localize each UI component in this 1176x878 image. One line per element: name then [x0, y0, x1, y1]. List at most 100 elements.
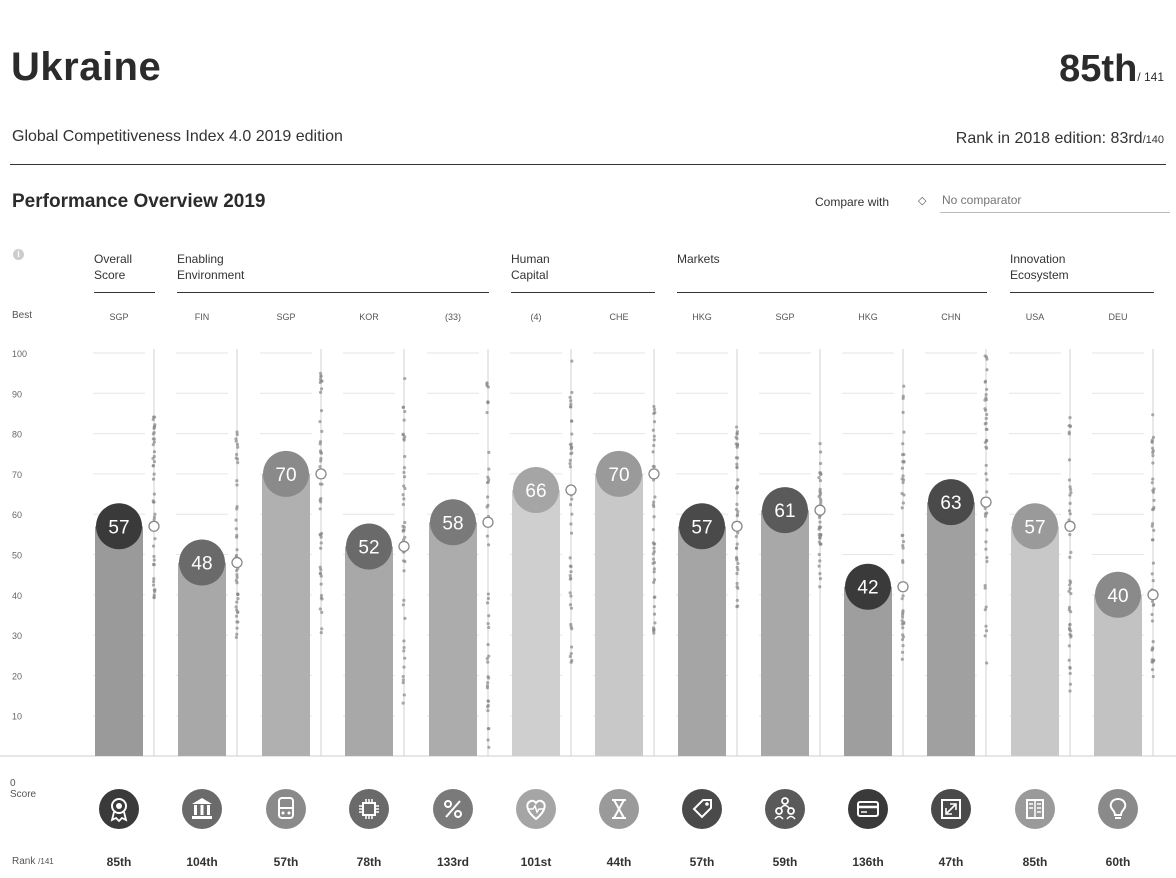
distribution-dot [983, 512, 988, 516]
distribution-dot [1069, 635, 1073, 639]
distribution-dot [569, 594, 573, 598]
product-market-tag-icon[interactable] [682, 789, 722, 829]
pillar-rank: 47th [938, 855, 964, 869]
country-marker [1147, 589, 1159, 601]
distribution-dot [1150, 599, 1155, 604]
distribution-dot [402, 665, 406, 669]
distribution-dot [818, 442, 822, 446]
distribution-dot [652, 500, 656, 504]
distribution-dot [984, 392, 988, 397]
distribution-dot [1067, 608, 1071, 612]
distribution-dot [1150, 619, 1155, 623]
distribution-dot [900, 597, 904, 601]
distribution-dot [234, 635, 238, 639]
institution-building-icon[interactable] [182, 789, 222, 829]
distribution-dot [402, 639, 406, 643]
score-value-label: 70 [275, 465, 296, 486]
distribution-dot [1151, 477, 1155, 481]
comparator-input[interactable] [940, 188, 1170, 213]
distribution-dot [235, 573, 239, 577]
percent-macro-icon[interactable] [433, 789, 473, 829]
distribution-dot [984, 472, 988, 476]
distribution-dot [486, 475, 490, 479]
distribution-dot [235, 430, 239, 434]
distribution-dot [236, 445, 240, 449]
distribution-dot [318, 371, 323, 376]
previous-rank: Rank in 2018 edition: 83rd/140 [956, 130, 1164, 148]
distribution-dot [403, 409, 407, 414]
health-heart-icon[interactable] [516, 789, 556, 829]
distribution-dot [485, 601, 490, 605]
distribution-dot [152, 562, 156, 567]
distribution-dot [1068, 533, 1072, 537]
distribution-dot [652, 443, 656, 448]
ict-chip-icon[interactable] [349, 789, 389, 829]
business-dynamism-icon[interactable] [1015, 789, 1055, 829]
best-country-label: CHN [941, 312, 961, 322]
pillar-group-label: Overall Score [94, 252, 133, 282]
distribution-dot [570, 359, 574, 363]
distribution-dot [235, 535, 239, 539]
distribution-dot [401, 432, 405, 436]
distribution-dot [901, 396, 905, 400]
distribution-dot [319, 568, 323, 572]
distribution-dot [1150, 522, 1155, 526]
skills-icon[interactable] [599, 789, 639, 829]
distribution-dot [901, 546, 905, 550]
distribution-dot [1150, 440, 1154, 444]
pillar-rank: 78th [356, 855, 382, 869]
distribution-dot [318, 440, 323, 444]
distribution-dot [487, 614, 491, 618]
performance-overview-title: Performance Overview 2019 [12, 191, 266, 212]
distribution-dot [1150, 572, 1154, 576]
distribution-dot [901, 442, 905, 446]
distribution-dot [1069, 487, 1073, 491]
distribution-dot [568, 556, 572, 560]
distribution-dot [985, 661, 989, 665]
award-icon[interactable] [99, 789, 139, 829]
distribution-dot [984, 547, 988, 551]
score-bubble [346, 523, 392, 570]
best-label: Best [12, 310, 33, 321]
financial-card-icon[interactable] [848, 789, 888, 829]
distribution-dot [1150, 524, 1154, 528]
country-marker [565, 484, 577, 496]
distribution-dot [652, 570, 656, 574]
distribution-dot [1067, 627, 1072, 632]
distribution-dot [902, 493, 906, 497]
distribution-dot [1068, 424, 1072, 428]
best-country-label: DEU [1108, 312, 1127, 322]
distribution-dot [568, 654, 572, 659]
distribution-dot [152, 437, 156, 441]
distribution-dot [1068, 666, 1072, 670]
distribution-dot [568, 564, 573, 568]
distribution-dot [1068, 682, 1073, 686]
distribution-dot [153, 588, 157, 592]
distribution-dot [568, 603, 573, 607]
distribution-dot [818, 450, 823, 454]
distribution-dot [900, 533, 904, 538]
distribution-dot [569, 622, 573, 627]
distribution-dot [234, 456, 238, 460]
innovation-bulb-icon[interactable] [1098, 789, 1138, 829]
distribution-dot [403, 486, 407, 491]
info-icon[interactable]: i [13, 249, 24, 260]
score-value-label: 52 [358, 537, 379, 558]
distribution-dot [901, 626, 905, 630]
score-value-label: 70 [608, 465, 629, 486]
diamond-icon: ◇ [918, 195, 927, 207]
distribution-dot [236, 592, 240, 596]
infrastructure-train-icon[interactable] [266, 789, 306, 829]
distribution-dot [402, 528, 406, 532]
distribution-dot [319, 409, 324, 413]
distribution-dot [984, 427, 988, 431]
rank-label: Rank /141 [12, 856, 54, 867]
distribution-dot [486, 642, 490, 647]
labour-market-people-icon[interactable] [765, 789, 805, 829]
distribution-dot [983, 379, 988, 383]
distribution-dot [735, 581, 739, 586]
market-size-expand-icon[interactable] [931, 789, 971, 829]
pillar-rank: 136th [852, 855, 884, 869]
distribution-dot [401, 701, 405, 705]
pillar-rank: 85th [106, 855, 132, 869]
